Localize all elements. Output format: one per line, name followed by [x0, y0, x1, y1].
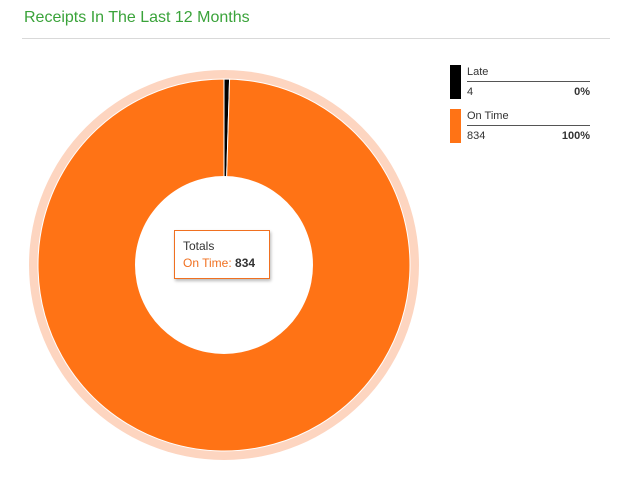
tooltip-row: On Time: 834: [183, 256, 269, 270]
legend-swatch-late: [450, 65, 461, 99]
legend-label: On Time: [467, 110, 509, 122]
tooltip-label: On Time:: [183, 256, 232, 270]
legend-label: Late: [467, 66, 489, 78]
legend-swatch-on-time: [450, 109, 461, 143]
legend-percent: 100%: [561, 130, 590, 142]
legend-divider: [467, 81, 590, 82]
legend-value: 834: [467, 130, 486, 142]
legend-percent: 0%: [574, 86, 590, 98]
legend-value: 4: [467, 86, 474, 98]
tooltip-value: 834: [235, 256, 256, 270]
totals-tooltip: Totals On Time: 834: [174, 230, 270, 279]
chart-legend: Late 4 0% On Time 834 100%: [450, 65, 590, 153]
legend-item-late[interactable]: Late 4 0%: [450, 65, 590, 103]
tooltip-title: Totals: [183, 239, 215, 253]
title-divider: [22, 38, 610, 39]
legend-item-on-time[interactable]: On Time 834 100%: [450, 109, 590, 147]
legend-divider: [467, 125, 590, 126]
panel-title: Receipts In The Last 12 Months: [24, 9, 250, 26]
